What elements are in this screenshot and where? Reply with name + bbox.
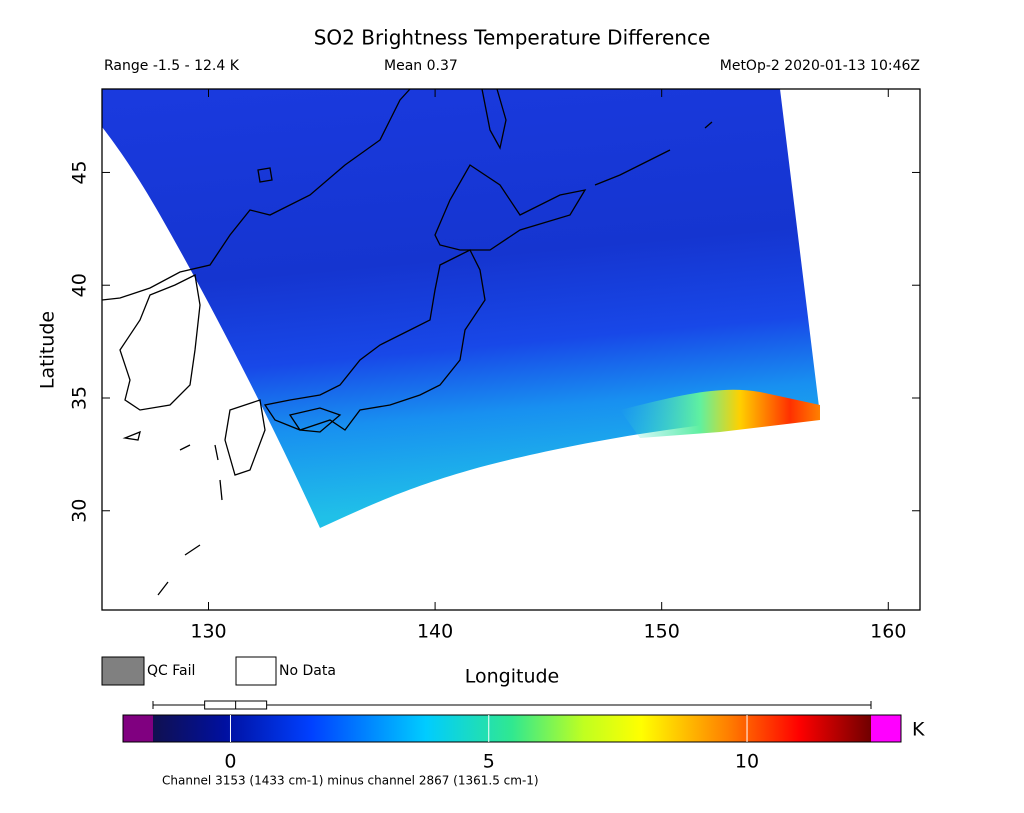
colorbar-tick-label: 5 <box>483 751 495 773</box>
swath-hotspot <box>620 389 820 438</box>
plot-frame <box>101 88 921 611</box>
under-swatch <box>123 715 153 742</box>
y-tick-label: 30 <box>69 499 91 523</box>
y-tick-label: 40 <box>69 273 91 297</box>
title-block: SO2 Brightness Temperature Difference Ra… <box>104 26 920 75</box>
colorbar-gradient <box>153 715 871 742</box>
y-tick-label: 35 <box>69 386 91 410</box>
y-tick-label: 45 <box>69 160 91 184</box>
qc-fail-label: QC Fail <box>147 663 195 679</box>
colorbar: K Channel 3153 (1433 cm-1) minus channel… <box>122 700 925 788</box>
no-data-swatch <box>235 656 277 686</box>
satellite-label: MetOp-2 2020-01-13 10:46Z <box>720 58 920 74</box>
colorbar-frame <box>122 714 902 743</box>
coastlines <box>101 88 713 596</box>
over-swatch <box>871 715 901 742</box>
mean-label: Mean 0.37 <box>384 58 458 74</box>
colorbar-tick-label: 0 <box>224 751 236 773</box>
x-tick-label: 160 <box>870 621 906 643</box>
title: SO2 Brightness Temperature Difference <box>314 26 711 50</box>
x-tick-label: 150 <box>644 621 680 643</box>
map: Longitude Latitude 130 140 150 160 30 35 40 45 <box>37 88 921 688</box>
swath <box>102 89 820 528</box>
range-label: Range -1.5 - 12.4 K <box>104 58 240 74</box>
x-tick-label: 130 <box>190 621 226 643</box>
no-data-label: No Data <box>279 663 336 679</box>
x-axis-label: Longitude <box>465 666 560 688</box>
y-axis-label: Latitude <box>37 311 59 389</box>
x-tick-label: 140 <box>417 621 453 643</box>
colorbar-tick-label: 10 <box>735 751 759 773</box>
colorbar-caption: Channel 3153 (1433 cm-1) minus channel 2… <box>162 774 539 788</box>
qc-fail-swatch <box>101 656 145 686</box>
legend: QC Fail No Data <box>101 656 336 686</box>
colorbar-unit: K <box>912 719 925 741</box>
